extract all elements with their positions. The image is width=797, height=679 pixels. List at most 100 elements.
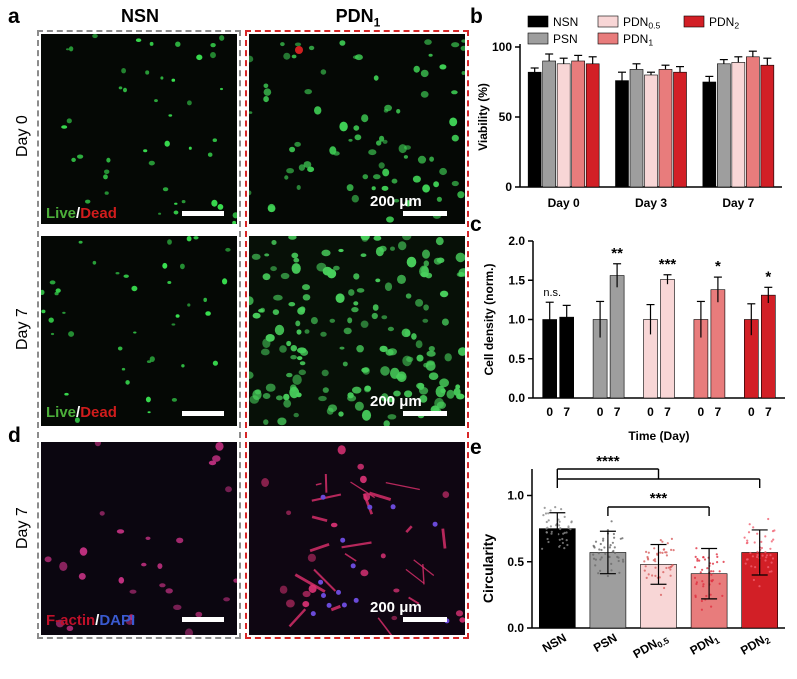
chart-e-data-point (643, 560, 646, 563)
nucleus-mark (341, 602, 347, 608)
cell-mark (380, 553, 386, 559)
cell-mark (302, 601, 310, 608)
cell-mark (68, 331, 75, 337)
chart-e-data-point (696, 559, 699, 562)
chart-e-data-point (558, 524, 561, 527)
chart-e-x-tick-label: PDN0.5 (631, 630, 671, 662)
chart-b-bar (556, 63, 571, 188)
chart-b-legend-swatch (683, 15, 705, 28)
chart-c-x-tick-label: 7 (765, 405, 772, 419)
cell-mark (232, 212, 237, 219)
chart-e-y-tick-label: 0.5 (507, 555, 524, 569)
cell-mark (307, 553, 316, 562)
cell-mark (104, 191, 109, 195)
chart-e-data-point (558, 520, 561, 523)
cell-mark (420, 69, 429, 78)
cell-mark (78, 573, 86, 580)
cell-mark (391, 615, 398, 621)
cell-mark (297, 356, 303, 361)
chart-e-data-point (600, 556, 603, 559)
stain-dapi: DAPI (99, 612, 136, 629)
micrograph-nsn-day7 (41, 236, 237, 426)
chart-c-bar (760, 294, 776, 399)
micrograph-nsn-day0 (41, 34, 237, 224)
micrograph-pdn1-day7-cells (249, 236, 465, 426)
cell-mark (188, 146, 192, 150)
cell-mark (78, 240, 83, 244)
cell-mark (286, 372, 293, 378)
cell-mark (360, 569, 369, 577)
nucleus-mark (310, 611, 316, 617)
cell-mark (348, 289, 355, 296)
cell-mark (79, 547, 88, 556)
cell-mark (168, 114, 173, 117)
cell-mark (171, 78, 176, 82)
cell-mark (425, 361, 436, 371)
cell-mark (371, 186, 376, 191)
cell-mark (41, 289, 45, 295)
chart-c-x-tick-label: 0 (546, 405, 553, 419)
chart-e-data-point (753, 541, 756, 544)
cell-mark (460, 45, 465, 51)
cell-mark (446, 389, 455, 399)
chart-e-data-point (613, 546, 616, 549)
chart-e-data-point (716, 561, 719, 564)
cell-mark (203, 297, 207, 302)
cell-mark (461, 39, 465, 43)
cell-mark (135, 38, 142, 42)
cell-mark (55, 288, 61, 293)
chart-e-data-point (710, 605, 713, 608)
micrograph-pdn1-actin (249, 442, 465, 635)
chart-e-data-point (654, 566, 657, 569)
cell-mark (302, 284, 310, 291)
cell-mark (387, 396, 395, 403)
chart-e-data-point (565, 539, 568, 542)
cell-mark (164, 140, 170, 147)
nucleus-mark (320, 494, 326, 500)
cell-mark (263, 96, 269, 103)
cell-mark (361, 114, 369, 123)
chart-e-data-point (570, 520, 573, 523)
cell-mark (390, 246, 395, 251)
chart-e-data-point (745, 542, 749, 545)
cell-mark (115, 272, 120, 275)
actin-fiber-mark (344, 553, 357, 562)
chart-e-data-point (701, 568, 704, 571)
cell-mark (406, 356, 414, 362)
cell-mark (351, 307, 359, 313)
cell-mark (146, 360, 152, 363)
chart-b-bar (585, 63, 600, 188)
chart-b-bar (702, 81, 717, 188)
chart-e-data-point (653, 547, 656, 550)
chart-e-data-point (710, 573, 713, 576)
cell-mark (116, 529, 125, 534)
cell-mark (322, 387, 329, 393)
chart-e-data-point (718, 570, 721, 573)
cell-mark (436, 257, 445, 264)
actin-fiber-mark (288, 608, 307, 628)
cell-mark (429, 156, 434, 162)
chart-e-data-point (756, 553, 759, 557)
cell-mark (439, 290, 449, 298)
chart-e-x-tick-label: PSN (591, 630, 619, 654)
cell-mark (417, 155, 427, 164)
cell-mark (74, 417, 80, 423)
chart-e-data-point (770, 570, 773, 573)
cell-mark (422, 249, 430, 259)
chart-e-data-point (547, 512, 550, 515)
chart-e-data-point (652, 559, 655, 562)
panel-label-a: a (8, 5, 20, 28)
cell-mark (212, 138, 217, 142)
cell-mark (165, 588, 173, 594)
cell-mark (402, 236, 412, 241)
chart-e-data-point (542, 514, 545, 517)
cell-mark (403, 155, 408, 159)
chart-b-legend-label: PSN (553, 32, 578, 46)
cell-mark (383, 420, 390, 426)
chart-e-data-point (696, 557, 699, 561)
cell-mark (364, 386, 371, 393)
chart-b-bar (658, 69, 673, 188)
scale-bar-label: 200 μm (370, 193, 422, 210)
chart-e-data-point (598, 548, 601, 551)
cell-mark (339, 40, 346, 46)
